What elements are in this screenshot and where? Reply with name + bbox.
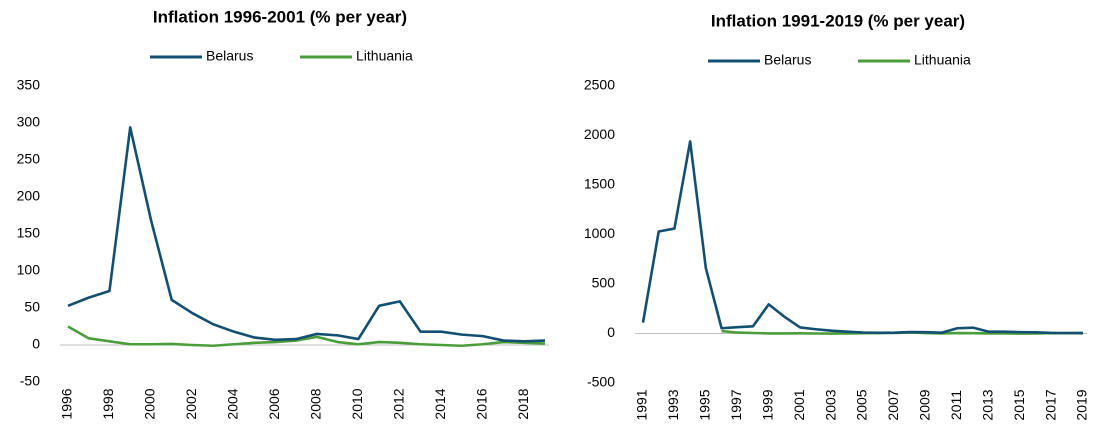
- x-tick-label: 2009: [917, 389, 933, 420]
- y-tick-label: 150: [17, 225, 41, 241]
- x-tick-label: 1996: [59, 388, 75, 419]
- x-tick-label: 2000: [142, 388, 158, 419]
- y-tick-label: 1500: [584, 176, 615, 192]
- y-tick-label: 200: [17, 188, 41, 204]
- y-tick-label: 2000: [584, 126, 615, 142]
- series-line: [67, 325, 546, 348]
- series-line: [67, 126, 546, 343]
- x-tick-label: 2011: [948, 390, 964, 420]
- series-line: [641, 140, 1084, 335]
- y-tick-label: 350: [17, 77, 41, 93]
- x-tick-label: 1995: [697, 389, 713, 420]
- x-tick-label: 2003: [822, 389, 838, 420]
- chart-title: Inflation 1996-2001 (% per year): [153, 7, 407, 26]
- y-tick-label: 1000: [584, 225, 615, 241]
- chart-title: Inflation 1991-2019 (% per year): [711, 11, 965, 30]
- x-tick-label: 2010: [349, 388, 365, 419]
- x-tick-label: 1997: [728, 389, 744, 420]
- y-tick-label: 500: [592, 275, 616, 291]
- x-tick-label: 2015: [1011, 389, 1027, 420]
- x-tick-label: 2018: [515, 388, 531, 419]
- x-tick-label: 2014: [432, 388, 448, 419]
- x-tick-label: 2004: [225, 388, 241, 419]
- x-tick-label: 2002: [183, 388, 199, 419]
- legend-label: Lithuania: [356, 48, 413, 64]
- x-tick-label: 2013: [979, 389, 995, 420]
- y-tick-label: 300: [17, 114, 41, 130]
- y-tick-label: 100: [17, 262, 41, 278]
- x-tick-label: 2019: [1074, 389, 1090, 420]
- y-tick-label: 0: [32, 336, 40, 352]
- x-tick-label: 2017: [1042, 389, 1058, 420]
- y-tick-label: 0: [607, 324, 615, 340]
- y-tick-label: 50: [24, 299, 40, 315]
- x-tick-label: 2016: [473, 388, 489, 419]
- x-tick-label: 2012: [391, 388, 407, 419]
- x-tick-label: 2008: [308, 388, 324, 419]
- legend-label: Belarus: [764, 52, 811, 68]
- y-tick-label: 250: [17, 151, 41, 167]
- x-tick-label: 2007: [885, 389, 901, 420]
- x-tick-label: 2006: [266, 388, 282, 419]
- legend-label: Belarus: [206, 48, 253, 64]
- y-tick-label: 2500: [584, 77, 615, 93]
- x-tick-label: 2001: [791, 389, 807, 420]
- x-tick-label: 2005: [854, 389, 870, 420]
- y-tick-label: -500: [587, 374, 615, 390]
- x-tick-label: 1998: [100, 388, 116, 419]
- legend-label: Lithuania: [914, 52, 971, 68]
- y-tick-label: -50: [20, 373, 40, 389]
- x-tick-label: 1993: [665, 389, 681, 420]
- x-tick-label: 1999: [759, 389, 775, 420]
- x-tick-label: 1991: [634, 389, 650, 420]
